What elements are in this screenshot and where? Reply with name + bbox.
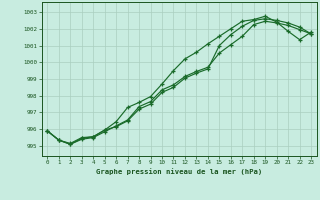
X-axis label: Graphe pression niveau de la mer (hPa): Graphe pression niveau de la mer (hPa) [96, 168, 262, 175]
